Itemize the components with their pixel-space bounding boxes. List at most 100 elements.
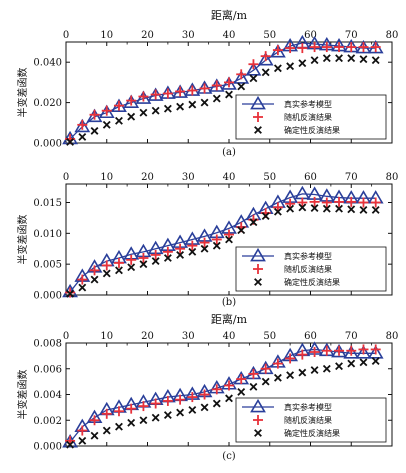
data-point xyxy=(151,413,160,422)
data-point xyxy=(322,204,331,213)
data-point xyxy=(115,422,123,431)
data-point xyxy=(334,345,345,356)
data-point xyxy=(211,80,222,91)
y-tick-label: 0.015 xyxy=(33,198,62,209)
data-point xyxy=(321,42,332,53)
data-point xyxy=(90,275,99,284)
data-point xyxy=(66,440,75,449)
legend-label: 真实参考模型 xyxy=(284,402,332,412)
data-point xyxy=(334,42,345,53)
x-tick-label: 40 xyxy=(223,172,236,183)
series-line xyxy=(69,193,376,293)
data-point xyxy=(138,401,149,412)
legend-item-deterministic: 确定性反演结果 xyxy=(254,428,340,438)
legend-marker xyxy=(250,398,266,413)
data-point xyxy=(224,77,234,88)
x-tick-label: 80 xyxy=(386,172,399,183)
data-point xyxy=(270,44,286,58)
legend-marker xyxy=(250,95,266,110)
data-point xyxy=(309,196,320,207)
data-point xyxy=(138,253,149,263)
x-tick-label: 30 xyxy=(182,172,195,183)
data-point xyxy=(199,83,210,94)
data-point xyxy=(225,235,233,244)
data-point xyxy=(78,133,87,141)
x-tick-label: 30 xyxy=(182,30,195,41)
series-stochastic xyxy=(65,42,381,144)
y-tick-label: 0.000 xyxy=(33,139,62,150)
data-point xyxy=(358,344,369,355)
data-point xyxy=(237,226,246,235)
data-point xyxy=(248,59,259,70)
data-point xyxy=(322,54,331,63)
data-point xyxy=(175,394,186,405)
legend-label: 随机反演结果 xyxy=(284,112,332,122)
data-point xyxy=(343,345,360,359)
data-point xyxy=(248,368,259,379)
legend-label: 随机反演结果 xyxy=(284,264,332,274)
data-point xyxy=(113,406,124,417)
x-tick-label: 70 xyxy=(345,331,358,342)
x-tick-label: 30 xyxy=(182,331,195,342)
legend-item-deterministic: 确定性反演结果 xyxy=(254,125,340,135)
data-point xyxy=(322,364,331,373)
x-tick-label: 0 xyxy=(63,30,69,41)
data-point xyxy=(310,366,319,374)
x-axis-title: 距离/m xyxy=(211,312,248,326)
data-point xyxy=(346,345,357,356)
data-point xyxy=(310,204,319,212)
y-tick-label: 0.040 xyxy=(33,58,62,69)
data-point xyxy=(212,94,221,103)
x-tick-label: 40 xyxy=(223,331,236,342)
data-point xyxy=(150,89,161,100)
data-point xyxy=(139,108,148,117)
data-point xyxy=(74,118,91,133)
data-point xyxy=(101,260,112,271)
data-point xyxy=(371,205,380,214)
legend-marker xyxy=(253,415,263,425)
data-point xyxy=(163,104,172,113)
data-point xyxy=(294,185,311,200)
data-point xyxy=(90,126,99,135)
series-deterministic xyxy=(66,54,380,146)
data-point xyxy=(257,52,274,66)
data-point xyxy=(101,105,112,116)
data-point xyxy=(309,347,320,358)
data-point xyxy=(225,90,233,99)
data-point xyxy=(359,55,368,64)
data-point xyxy=(102,269,111,278)
data-point xyxy=(123,94,140,108)
data-point xyxy=(77,119,88,130)
data-point xyxy=(335,54,343,63)
data-point xyxy=(249,74,258,83)
data-point xyxy=(102,120,111,129)
data-point xyxy=(89,265,100,276)
data-point xyxy=(200,98,209,107)
y-tick-label: 0.020 xyxy=(33,98,62,109)
legend-label: 真实参考模型 xyxy=(284,251,332,261)
data-point xyxy=(139,260,148,269)
data-point xyxy=(175,86,186,97)
panel-1: 0 10 20 30 40 50 60 70 80 0.000 0.020 0.040 半变差函数 真实参… xyxy=(16,30,398,158)
data-point xyxy=(347,54,356,63)
legend-label: 真实参考模型 xyxy=(284,99,332,109)
data-point xyxy=(370,42,381,53)
data-point xyxy=(211,234,222,245)
legend-item-stochastic: 随机反演结果 xyxy=(253,415,332,425)
legend-label: 确定性反演结果 xyxy=(284,125,340,135)
y-axis-title: 半变差函数 xyxy=(16,370,29,420)
legend-item-stochastic: 随机反演结果 xyxy=(253,112,332,122)
data-point xyxy=(150,249,161,260)
x-tick-label: 20 xyxy=(141,331,154,342)
series-stochastic xyxy=(65,196,381,298)
data-point xyxy=(237,82,246,91)
x-tick-label: 70 xyxy=(345,172,358,183)
data-point xyxy=(286,62,295,71)
data-point xyxy=(163,254,172,262)
data-point xyxy=(297,349,308,360)
data-point xyxy=(200,403,209,412)
data-point xyxy=(285,353,296,364)
data-point xyxy=(245,62,262,76)
data-point xyxy=(249,382,258,391)
data-point xyxy=(113,100,124,111)
